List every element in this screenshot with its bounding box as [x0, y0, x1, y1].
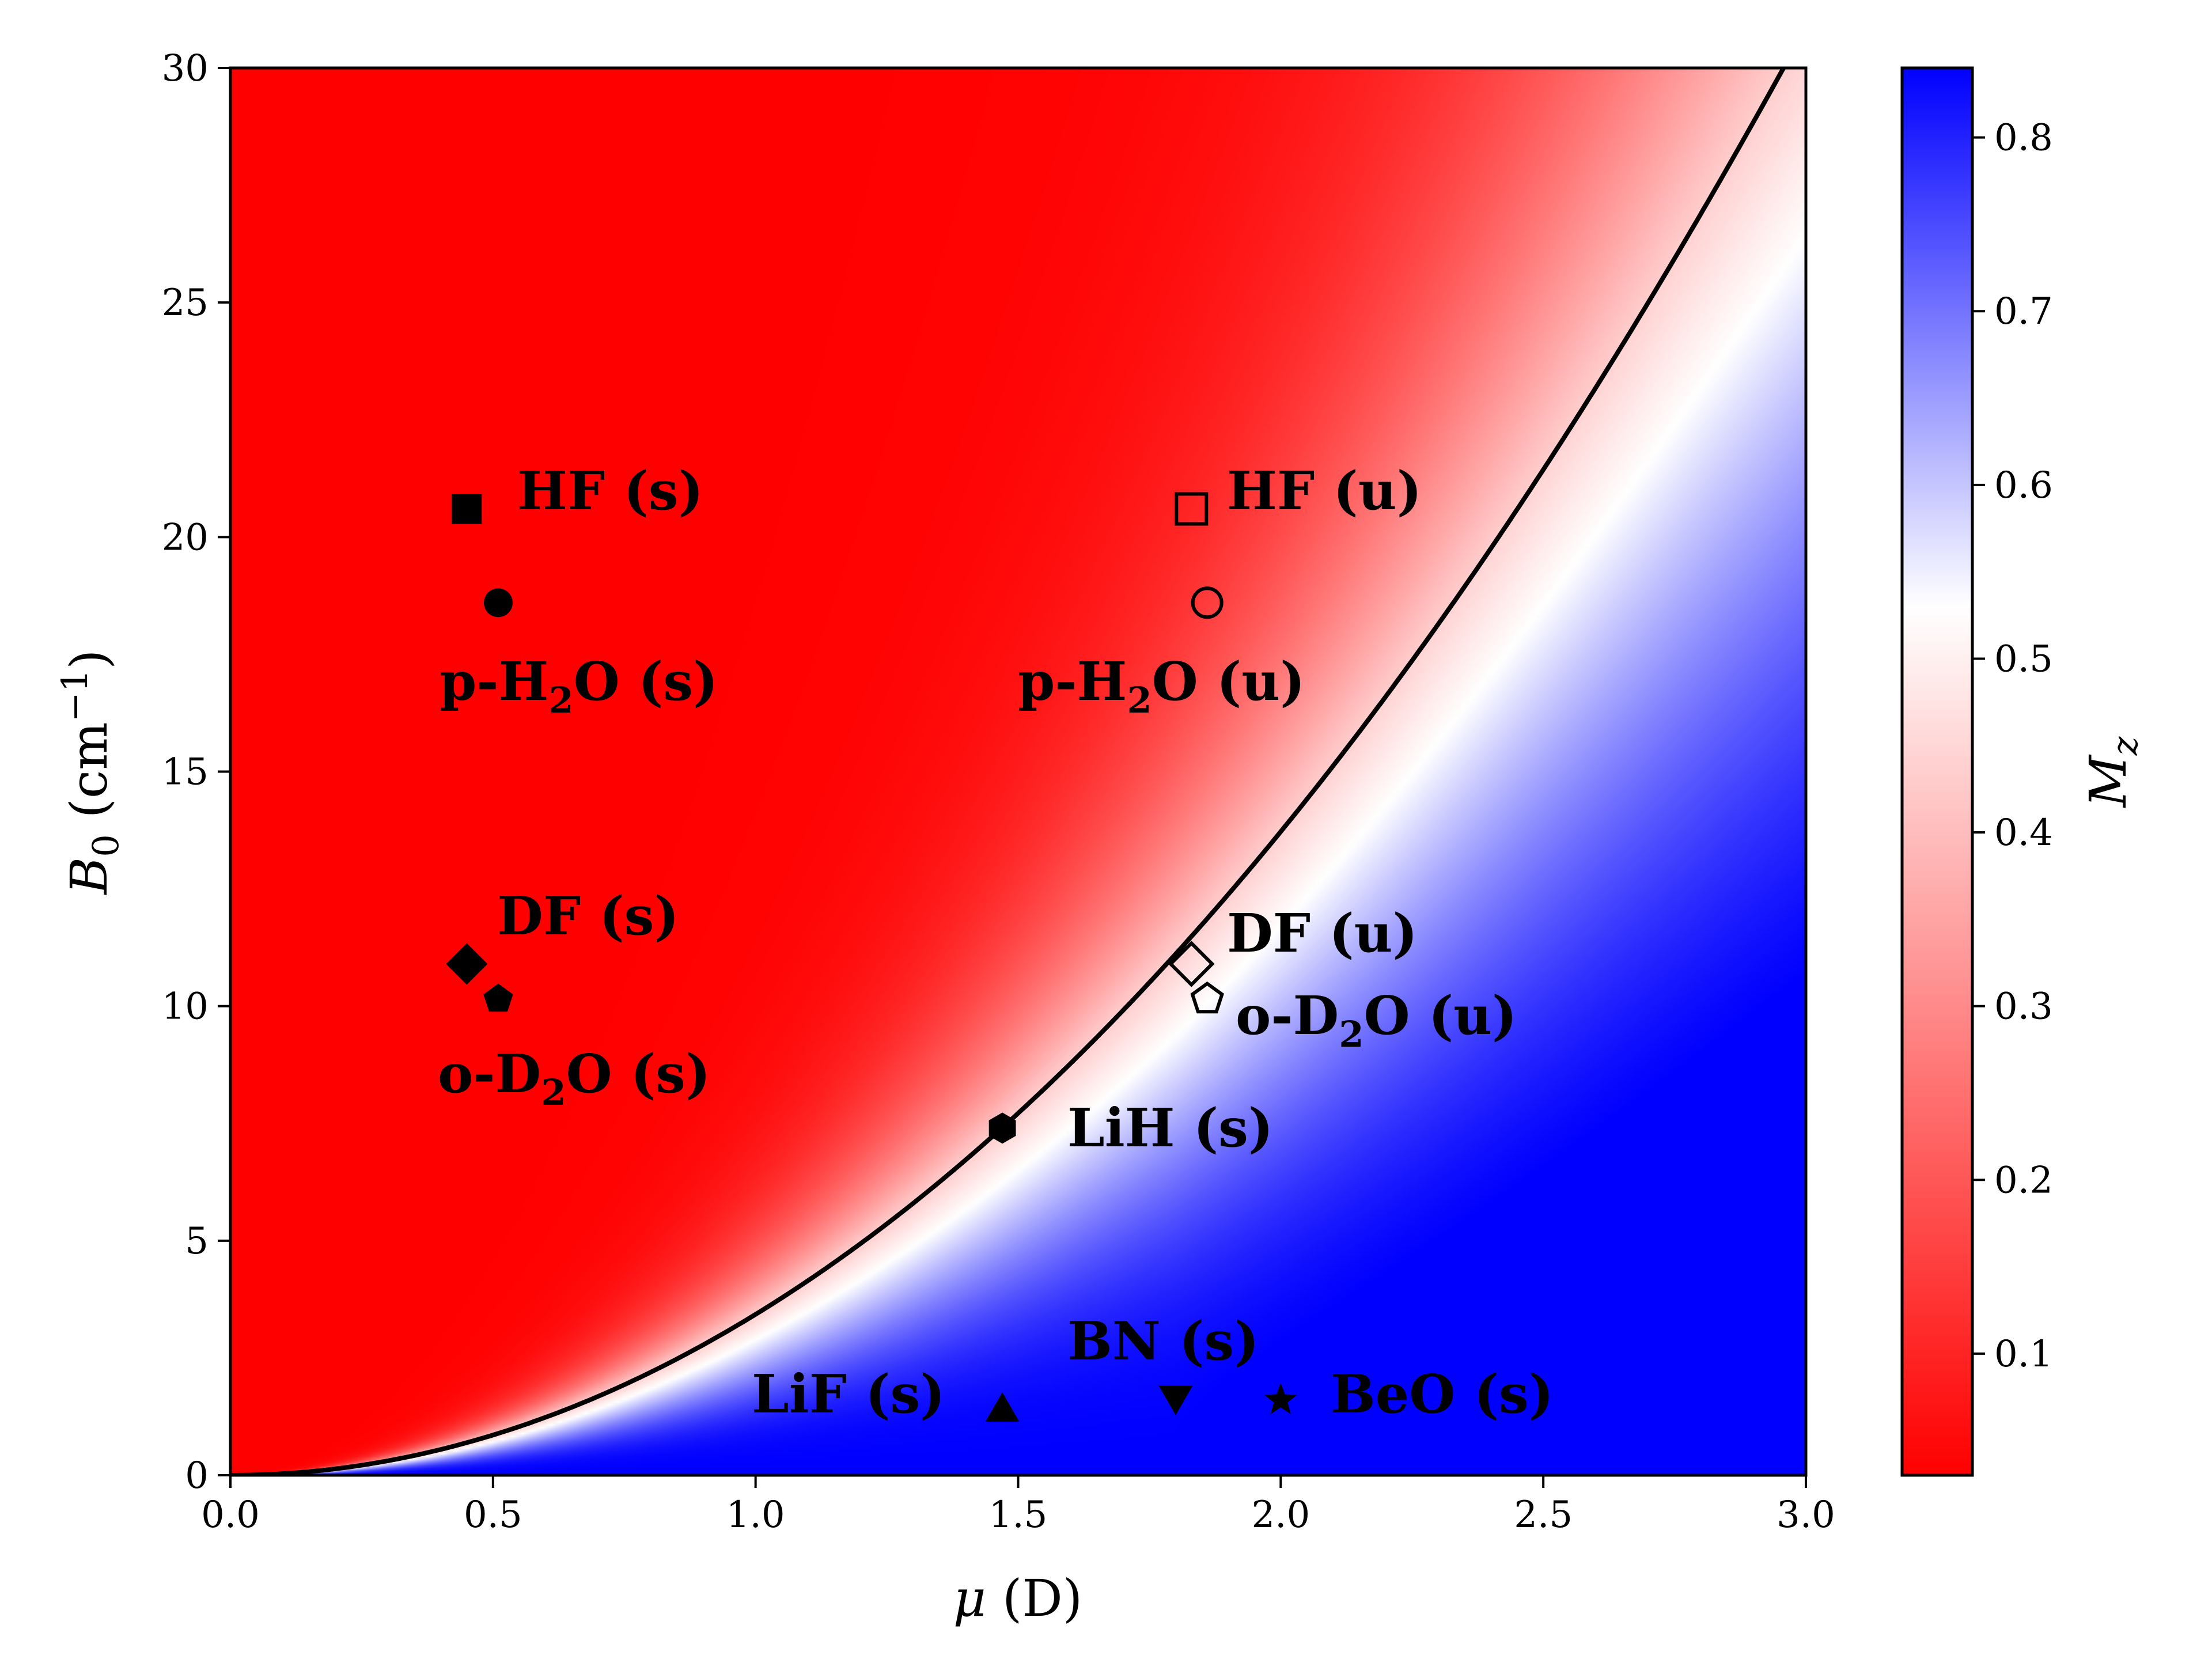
colorbar-tick-label: 0.7	[1994, 290, 2053, 333]
heatmap	[230, 68, 1806, 1475]
marker-lih-s	[988, 1112, 1016, 1144]
x-tick-label: 2.0	[1251, 1494, 1310, 1536]
x-tick-label: 1.5	[989, 1494, 1048, 1536]
marker-hf-u	[1175, 492, 1209, 526]
label-ph2o-u: p-H2O (u)	[1018, 650, 1305, 721]
marker-hf-s	[452, 494, 482, 524]
marker-df-s	[446, 943, 488, 985]
label-hf-u: HF (u)	[1227, 460, 1422, 522]
y-tick-label: 25	[162, 282, 209, 324]
colorbar-title: Mz	[2078, 736, 2146, 808]
label-df-u: DF (u)	[1227, 902, 1418, 964]
label-lih-s: LiH (s)	[1067, 1097, 1273, 1159]
point-labels: HF (s) HF (u) p-H2O (s) p-H2O (u) DF (s)…	[438, 460, 1554, 1425]
marker-o-d2o-s	[483, 983, 513, 1012]
y-tick-label: 5	[185, 1220, 209, 1263]
label-bn-s: BN (s)	[1067, 1310, 1259, 1372]
colorbar: 0.1 0.2 0.3 0.4 0.5 0.6 0.7 0.8 Mz	[1900, 66, 2146, 1477]
colorbar-tick-label: 0.4	[1994, 812, 2053, 854]
y-tick-label: 10	[162, 986, 209, 1028]
label-od2o-u: o-D2O (u)	[1236, 984, 1517, 1055]
x-tick-label: 0.5	[464, 1494, 522, 1536]
colorbar-tick-label: 0.6	[1994, 464, 2053, 507]
marker-lif-s	[985, 1392, 1020, 1422]
colorbar-tick-label: 0.1	[1994, 1333, 2053, 1376]
y-tick-label: 0	[185, 1455, 209, 1497]
label-od2o-s: o-D2O (s)	[438, 1043, 711, 1113]
y-axis-title: B0 (cm−1)	[54, 650, 127, 896]
marker-p-h2o-s	[484, 588, 513, 618]
marker-bn-s	[1158, 1385, 1193, 1415]
plot-area: HF (s) HF (u) p-H2O (s) p-H2O (u) DF (s)…	[54, 47, 1835, 1628]
marker-p-h2o-u	[1191, 586, 1224, 619]
y-tick-label: 30	[162, 47, 209, 90]
marker-df-u	[1168, 941, 1215, 987]
marker-o-d2o-u	[1190, 981, 1224, 1014]
colorbar-ticks: 0.1 0.2 0.3 0.4 0.5 0.6 0.7 0.8	[1972, 117, 2053, 1376]
phase-boundary-curve	[230, 68, 1786, 1475]
x-tick-label: 2.5	[1514, 1494, 1573, 1536]
label-ph2o-s: p-H2O (s)	[440, 650, 718, 721]
x-axis: 0.0 0.5 1.0 1.5 2.0 2.5 3.0	[201, 1475, 1835, 1536]
x-tick-label: 1.0	[726, 1494, 785, 1536]
x-axis-title: μ (D)	[953, 1569, 1082, 1628]
y-tick-label: 15	[162, 751, 209, 794]
colorbar-tick-label: 0.8	[1994, 117, 2053, 160]
colorbar-tick-label: 0.5	[1994, 638, 2053, 680]
colorbar-gradient	[1900, 66, 1974, 1477]
x-tick-label: 0.0	[201, 1494, 260, 1536]
colorbar-tick-label: 0.2	[1994, 1159, 2053, 1202]
colorbar-tick-label: 0.3	[1994, 986, 2053, 1028]
marker-beo-s	[1264, 1382, 1297, 1414]
label-hf-s: HF (s)	[517, 460, 703, 522]
y-tick-label: 20	[162, 516, 209, 559]
label-df-s: DF (s)	[497, 885, 679, 947]
x-tick-label: 3.0	[1777, 1494, 1835, 1536]
label-beo-s: BeO (s)	[1331, 1363, 1554, 1425]
label-lif-s: LiF (s)	[752, 1363, 945, 1425]
y-axis: 0 5 10 15 20 25 30	[162, 47, 230, 1497]
data-points	[446, 492, 1297, 1422]
